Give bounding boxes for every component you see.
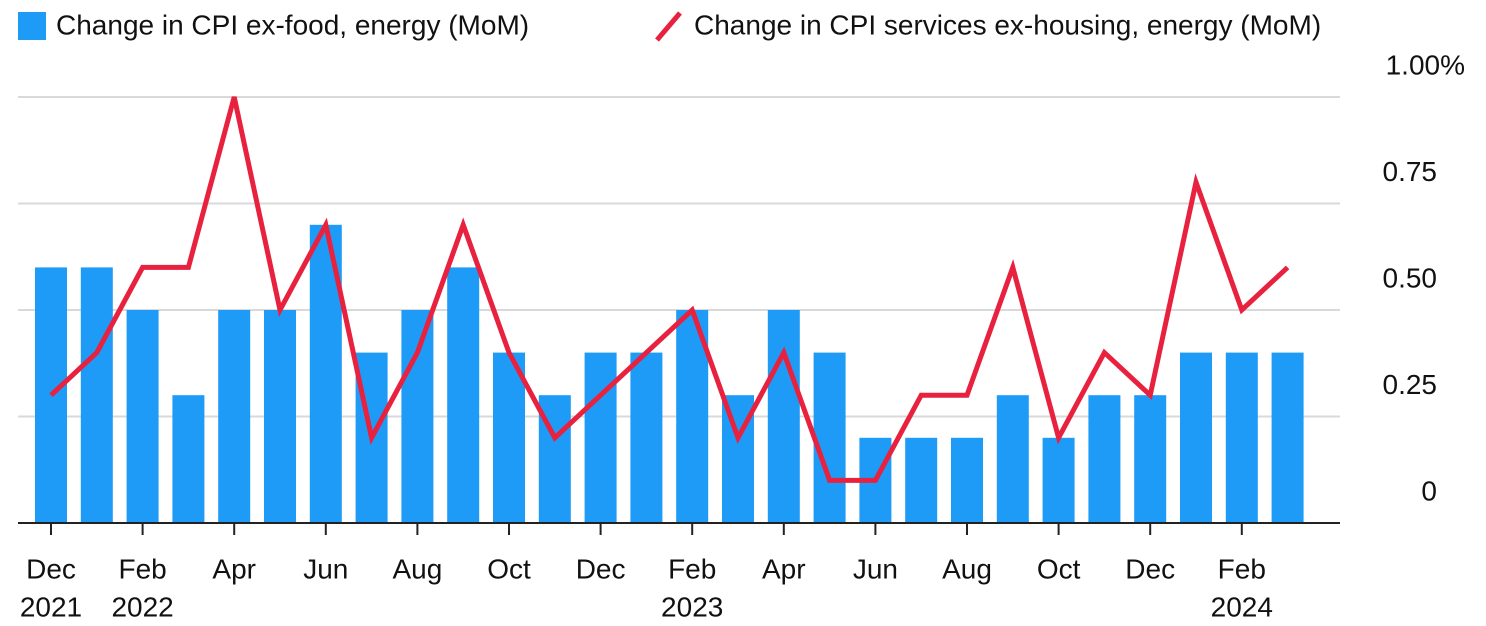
bar [447, 267, 480, 523]
x-tick-label: Feb [118, 553, 166, 584]
y-tick-label: 0.25 [1383, 369, 1438, 400]
bar [493, 352, 525, 523]
legend-swatch [18, 12, 46, 40]
legend-label: Change in CPI services ex-housing, energ… [694, 9, 1321, 40]
legend-swatch [655, 11, 682, 42]
x-tick-label: Dec [576, 553, 626, 584]
bar [1180, 352, 1212, 523]
x-year-label: 2023 [661, 591, 723, 622]
bar [1042, 437, 1075, 523]
bar [813, 352, 846, 523]
x-year-label: 2021 [20, 591, 82, 622]
x-tick-label: Jun [853, 553, 898, 584]
x-tick-label: Feb [668, 553, 716, 584]
bar [126, 310, 159, 523]
bar [1088, 395, 1121, 523]
y-tick-label: 0.75 [1383, 156, 1438, 187]
x-tick-label: Aug [392, 553, 442, 584]
bar [996, 395, 1029, 523]
x-tick-label: Oct [1037, 553, 1081, 584]
bar [1225, 352, 1258, 523]
bar [630, 352, 663, 523]
y-tick-label: 0 [1421, 475, 1437, 506]
bar [218, 310, 251, 523]
x-tick-label: Apr [212, 553, 256, 584]
bar [767, 310, 800, 523]
bar [172, 395, 205, 523]
y-tick-label: 0.50 [1383, 262, 1438, 293]
bar [1271, 352, 1304, 523]
x-tick-label: Feb [1218, 553, 1266, 584]
bar [584, 352, 617, 523]
x-tick-label: Aug [942, 553, 992, 584]
legend-label: Change in CPI ex-food, energy (MoM) [56, 9, 529, 40]
x-tick-label: Dec [1125, 553, 1175, 584]
x-tick-label: Oct [487, 553, 531, 584]
bar [1134, 395, 1167, 523]
bar [264, 310, 296, 523]
x-tick-label: Apr [762, 553, 806, 584]
bar [905, 437, 938, 523]
x-year-label: 2024 [1211, 591, 1273, 622]
bar [80, 267, 113, 523]
x-tick-label: Jun [303, 553, 348, 584]
line [49, 96, 1290, 483]
y-tick-label: 1.00% [1386, 49, 1465, 80]
x-year-label: 2022 [111, 591, 173, 622]
x-tick-label: Dec [26, 553, 76, 584]
bar [951, 437, 983, 523]
bar [401, 310, 434, 523]
